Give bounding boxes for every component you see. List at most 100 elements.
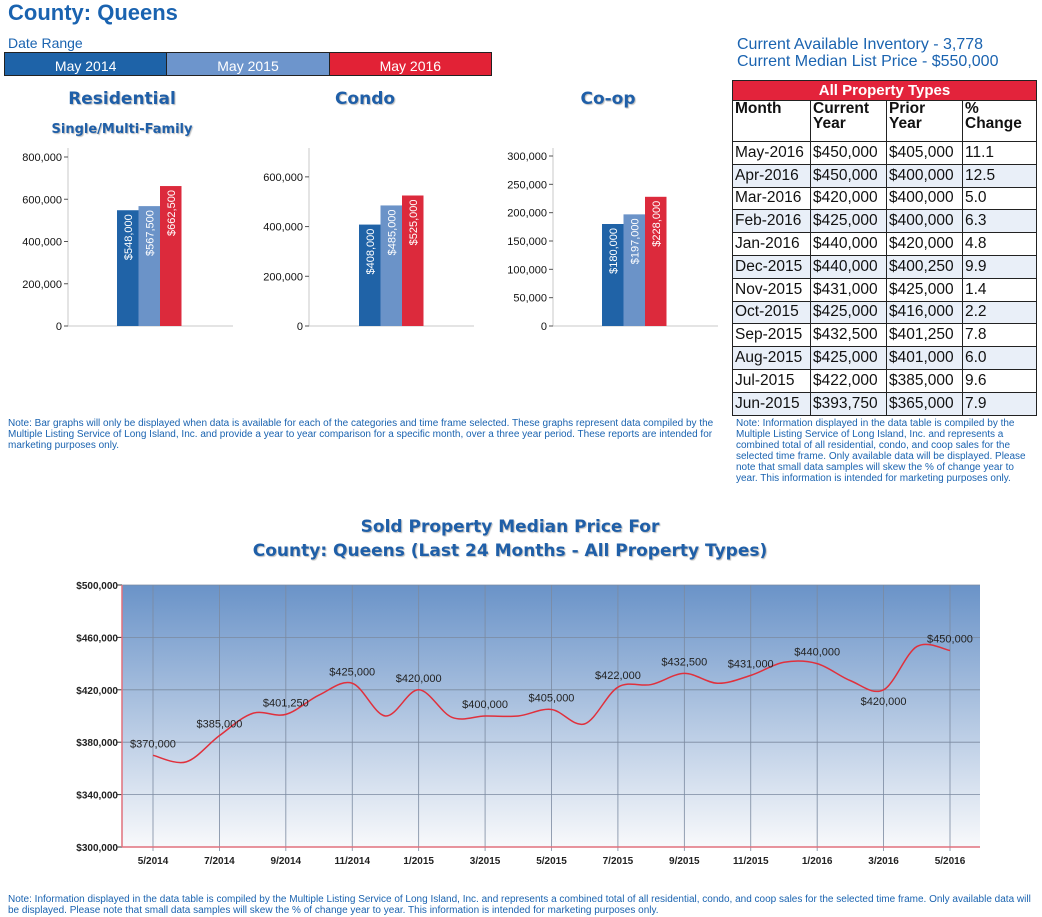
bar-may-2016	[645, 196, 667, 326]
y-tick-label: 150,000	[507, 236, 547, 248]
x-tick-label: 9/2014	[271, 856, 302, 867]
cell-percent-change: 1.4	[962, 277, 1037, 302]
cell-percent-change: 11.1	[962, 141, 1037, 165]
bar-data-label: $662,500	[166, 190, 178, 236]
column-header-prior-year: Prior Year	[886, 100, 963, 142]
cell-prior-year: $401,250	[886, 323, 963, 348]
y-tick-label: 200,000	[263, 271, 303, 283]
x-tick-label: 11/2015	[733, 856, 769, 867]
y-tick-label: $500,000	[76, 581, 118, 592]
cell-current-year: $432,500	[810, 323, 887, 348]
bar-may-2015	[138, 206, 160, 326]
current-median-list-price: Current Median List Price - $550,000	[737, 53, 999, 70]
cell-prior-year: $425,000	[886, 277, 963, 302]
cell-prior-year: $365,000	[886, 391, 963, 416]
point-data-label: $440,000	[794, 647, 840, 659]
cell-month: Jan-2016	[732, 232, 811, 256]
table-row: Apr-2016 $450,000 $400,000 12.5	[732, 163, 1037, 188]
residential-chart-subtitle: Single/Multi-Family	[51, 122, 193, 137]
inventory-summary: Current Available Inventory - 3,778 Curr…	[737, 36, 998, 70]
column-header-current-year: Current Year	[810, 100, 887, 142]
table-row: Jan-2016 $440,000 $420,000 4.8	[732, 232, 1037, 256]
cell-prior-year: $400,000	[886, 163, 963, 188]
cell-prior-year: $400,000	[886, 209, 963, 234]
legend-item-2016: May 2016	[328, 53, 491, 75]
table-row: Nov-2015 $431,000 $425,000 1.4	[732, 277, 1037, 302]
median-price-line-chart: $300,000 $340,000 $380,000 $420,000 $460,000…	[76, 581, 980, 867]
line-chart-title: Sold Property Median Price For	[360, 517, 660, 537]
bar-may-2014	[602, 224, 624, 326]
x-tick-label: 3/2015	[470, 856, 501, 867]
page-title: County: Queens	[8, 0, 178, 25]
x-tick-label: 11/2014	[334, 856, 370, 867]
line-chart-subtitle: County: Queens (Last 24 Months - All Pro…	[252, 541, 768, 561]
cell-month: Feb-2016	[732, 209, 811, 234]
cell-percent-change: 6.0	[962, 346, 1037, 370]
cell-percent-change: 4.8	[962, 232, 1037, 256]
y-tick-label: 200,000	[507, 208, 547, 220]
cell-percent-change: 9.9	[962, 254, 1037, 279]
point-data-label: $405,000	[529, 692, 575, 704]
bar-data-label: $197,000	[630, 218, 642, 264]
x-tick-label: 1/2015	[403, 856, 434, 867]
bar-may-2016	[160, 186, 182, 326]
bar-data-label: $180,000	[608, 228, 620, 274]
y-tick-label: $340,000	[76, 791, 118, 802]
cell-month: Oct-2015	[732, 300, 811, 325]
residential-chart-title: Residential	[68, 89, 176, 109]
point-data-label: $431,000	[728, 658, 774, 670]
table-row: Mar-2016 $420,000 $400,000 5.0	[732, 186, 1037, 211]
bar-data-label: $525,000	[408, 200, 420, 246]
cell-current-year: $450,000	[810, 141, 887, 165]
y-tick-label: 50,000	[513, 293, 547, 305]
y-tick-label: 250,000	[507, 179, 547, 191]
y-tick-label: 0	[56, 321, 62, 333]
cell-current-year: $422,000	[810, 368, 887, 393]
point-data-label: $450,000	[927, 634, 973, 646]
cell-current-year: $440,000	[810, 254, 887, 279]
cell-month: Sep-2015	[732, 323, 811, 348]
bar-data-label: $228,000	[651, 201, 663, 247]
y-tick-label: 200,000	[22, 279, 62, 291]
cell-current-year: $425,000	[810, 346, 887, 370]
bottom-note: Note: Information displayed in the data …	[8, 894, 1031, 916]
point-data-label: $401,250	[263, 697, 309, 709]
legend-item-2014: May 2014	[5, 53, 167, 75]
x-tick-label: 3/2016	[868, 856, 899, 867]
bar-graph-note: Note: Bar graphs will only be displayed …	[8, 418, 714, 451]
bar-charts: 0 200,000 400,000 600,000 800,000 $548,000 $56…	[22, 148, 718, 333]
cell-current-year: $425,000	[810, 209, 887, 234]
cell-percent-change: 7.9	[962, 391, 1037, 416]
y-tick-label: 300,000	[507, 151, 547, 163]
table-title: All Property Types	[732, 80, 1037, 101]
table-row: Oct-2015 $425,000 $416,000 2.2	[732, 300, 1037, 325]
cell-prior-year: $401,000	[886, 346, 963, 370]
bar-may-2015	[623, 214, 645, 326]
bar-may-2014	[359, 224, 381, 326]
table-row: May-2016 $450,000 $405,000 11.1	[732, 141, 1037, 165]
cell-month: Jun-2015	[732, 391, 811, 416]
cell-month: May-2016	[732, 141, 811, 165]
plot-area	[122, 585, 980, 847]
condo-chart-title: Condo	[334, 89, 396, 109]
cell-prior-year: $385,000	[886, 368, 963, 393]
bar-may-2016	[402, 195, 424, 326]
column-header-month: Month	[732, 100, 811, 142]
coop-chart-title: Co-op	[580, 89, 636, 109]
cell-month: Nov-2015	[732, 277, 811, 302]
y-tick-label: 100,000	[507, 264, 547, 276]
point-data-label: $425,000	[329, 666, 375, 678]
table-row: Aug-2015 $425,000 $401,000 6.0	[732, 346, 1037, 370]
table-row: Dec-2015 $440,000 $400,250 9.9	[732, 254, 1037, 279]
cell-prior-year: $400,000	[886, 186, 963, 211]
cell-current-year: $431,000	[810, 277, 887, 302]
current-inventory: Current Available Inventory - 3,778	[737, 36, 984, 53]
cell-percent-change: 6.3	[962, 209, 1037, 234]
table-row: Sep-2015 $432,500 $401,250 7.8	[732, 323, 1037, 348]
table-row: Feb-2016 $425,000 $400,000 6.3	[732, 209, 1037, 234]
bar-may-2014	[117, 210, 139, 326]
cell-month: Jul-2015	[732, 368, 811, 393]
table-row: Jul-2015 $422,000 $385,000 9.6	[732, 368, 1037, 393]
cell-current-year: $420,000	[810, 186, 887, 211]
y-tick-label: 400,000	[263, 222, 303, 234]
